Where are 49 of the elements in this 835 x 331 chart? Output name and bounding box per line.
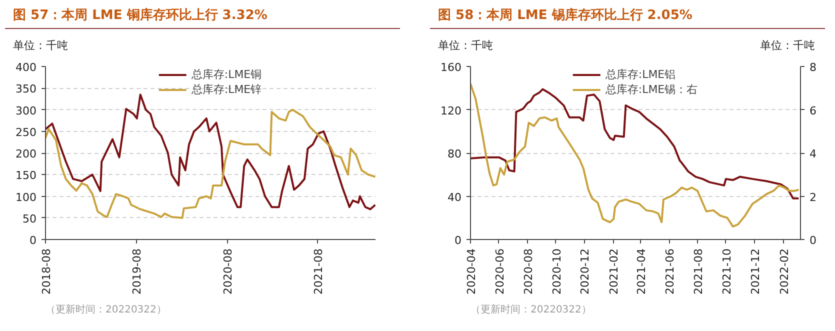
- legend-label: 总库存:LME锌: [191, 82, 262, 97]
- line-series: [470, 82, 800, 228]
- y2-tick-label: 6: [810, 104, 816, 118]
- y-tick-label: 80: [448, 148, 462, 160]
- y-tick-label: 120: [440, 104, 462, 118]
- y2-tick-label: 4: [810, 148, 816, 160]
- line-series: [46, 108, 376, 219]
- y2-tick-label: 8: [810, 61, 816, 74]
- y-axis-title: 单位：千吨: [13, 38, 68, 54]
- y-tick-label: 150: [16, 169, 37, 182]
- x-tick-label: 2021-02: [608, 248, 621, 294]
- legend-label: 总库存:LME铝: [605, 67, 676, 82]
- y-axis-title: 单位：千吨: [438, 38, 493, 54]
- y-tick-label: 400: [16, 61, 37, 74]
- y-tick-label: 250: [16, 126, 37, 139]
- x-tick-label: 2018-08: [40, 248, 53, 294]
- line-series: [46, 94, 376, 210]
- x-tick-label: 2020-08: [522, 248, 535, 294]
- x-tick-label: 2021-08: [692, 248, 705, 294]
- x-tick-label: 2022-02: [778, 248, 791, 294]
- x-tick-label: 2020-06: [493, 248, 506, 294]
- y-tick-label: 350: [16, 82, 37, 96]
- y-tick-label: 300: [16, 104, 37, 118]
- x-tick-label: 2020-08: [222, 248, 235, 294]
- y-tick-label: 200: [16, 148, 37, 160]
- legend-label: 总库存:LME锡：右: [605, 82, 698, 97]
- text: （更新时间：20220322）: [46, 304, 166, 316]
- y-tick-label: 40: [448, 190, 462, 204]
- x-tick-label: 2021-04: [635, 248, 648, 294]
- x-tick-label: 2021-06: [664, 248, 677, 294]
- x-tick-label: 2020-10: [550, 248, 564, 294]
- chart-title: 图 57：本周 LME 铜库存环比上行 3.32%: [5, 5, 400, 29]
- x-tick-label: 2021-10: [720, 248, 734, 294]
- chart-title: 图 58：本周 LME 锡库存环比上行 2.05%: [430, 5, 825, 29]
- y-tick-label: 0: [30, 234, 36, 247]
- x-tick-label: 2020-04: [465, 248, 478, 294]
- y2-axis-title: 单位：千吨: [760, 38, 815, 54]
- y-tick-label: 160: [440, 61, 462, 74]
- y-tick-label: 0: [454, 234, 462, 247]
- x-tick-label: 2021-12: [748, 248, 762, 294]
- x-tick-label: 2020-12: [578, 248, 592, 294]
- x-tick-label: 2019-08: [130, 248, 144, 294]
- y2-tick-label: 0: [810, 234, 816, 247]
- y-tick-label: 100: [16, 190, 37, 204]
- text: （更新时间：20220322）: [470, 304, 592, 316]
- x-tick-label: 2021-08: [312, 248, 326, 294]
- y2-tick-label: 2: [810, 190, 816, 204]
- y-tick-label: 50: [22, 212, 37, 226]
- legend-label: 总库存:LME铜: [191, 67, 262, 82]
